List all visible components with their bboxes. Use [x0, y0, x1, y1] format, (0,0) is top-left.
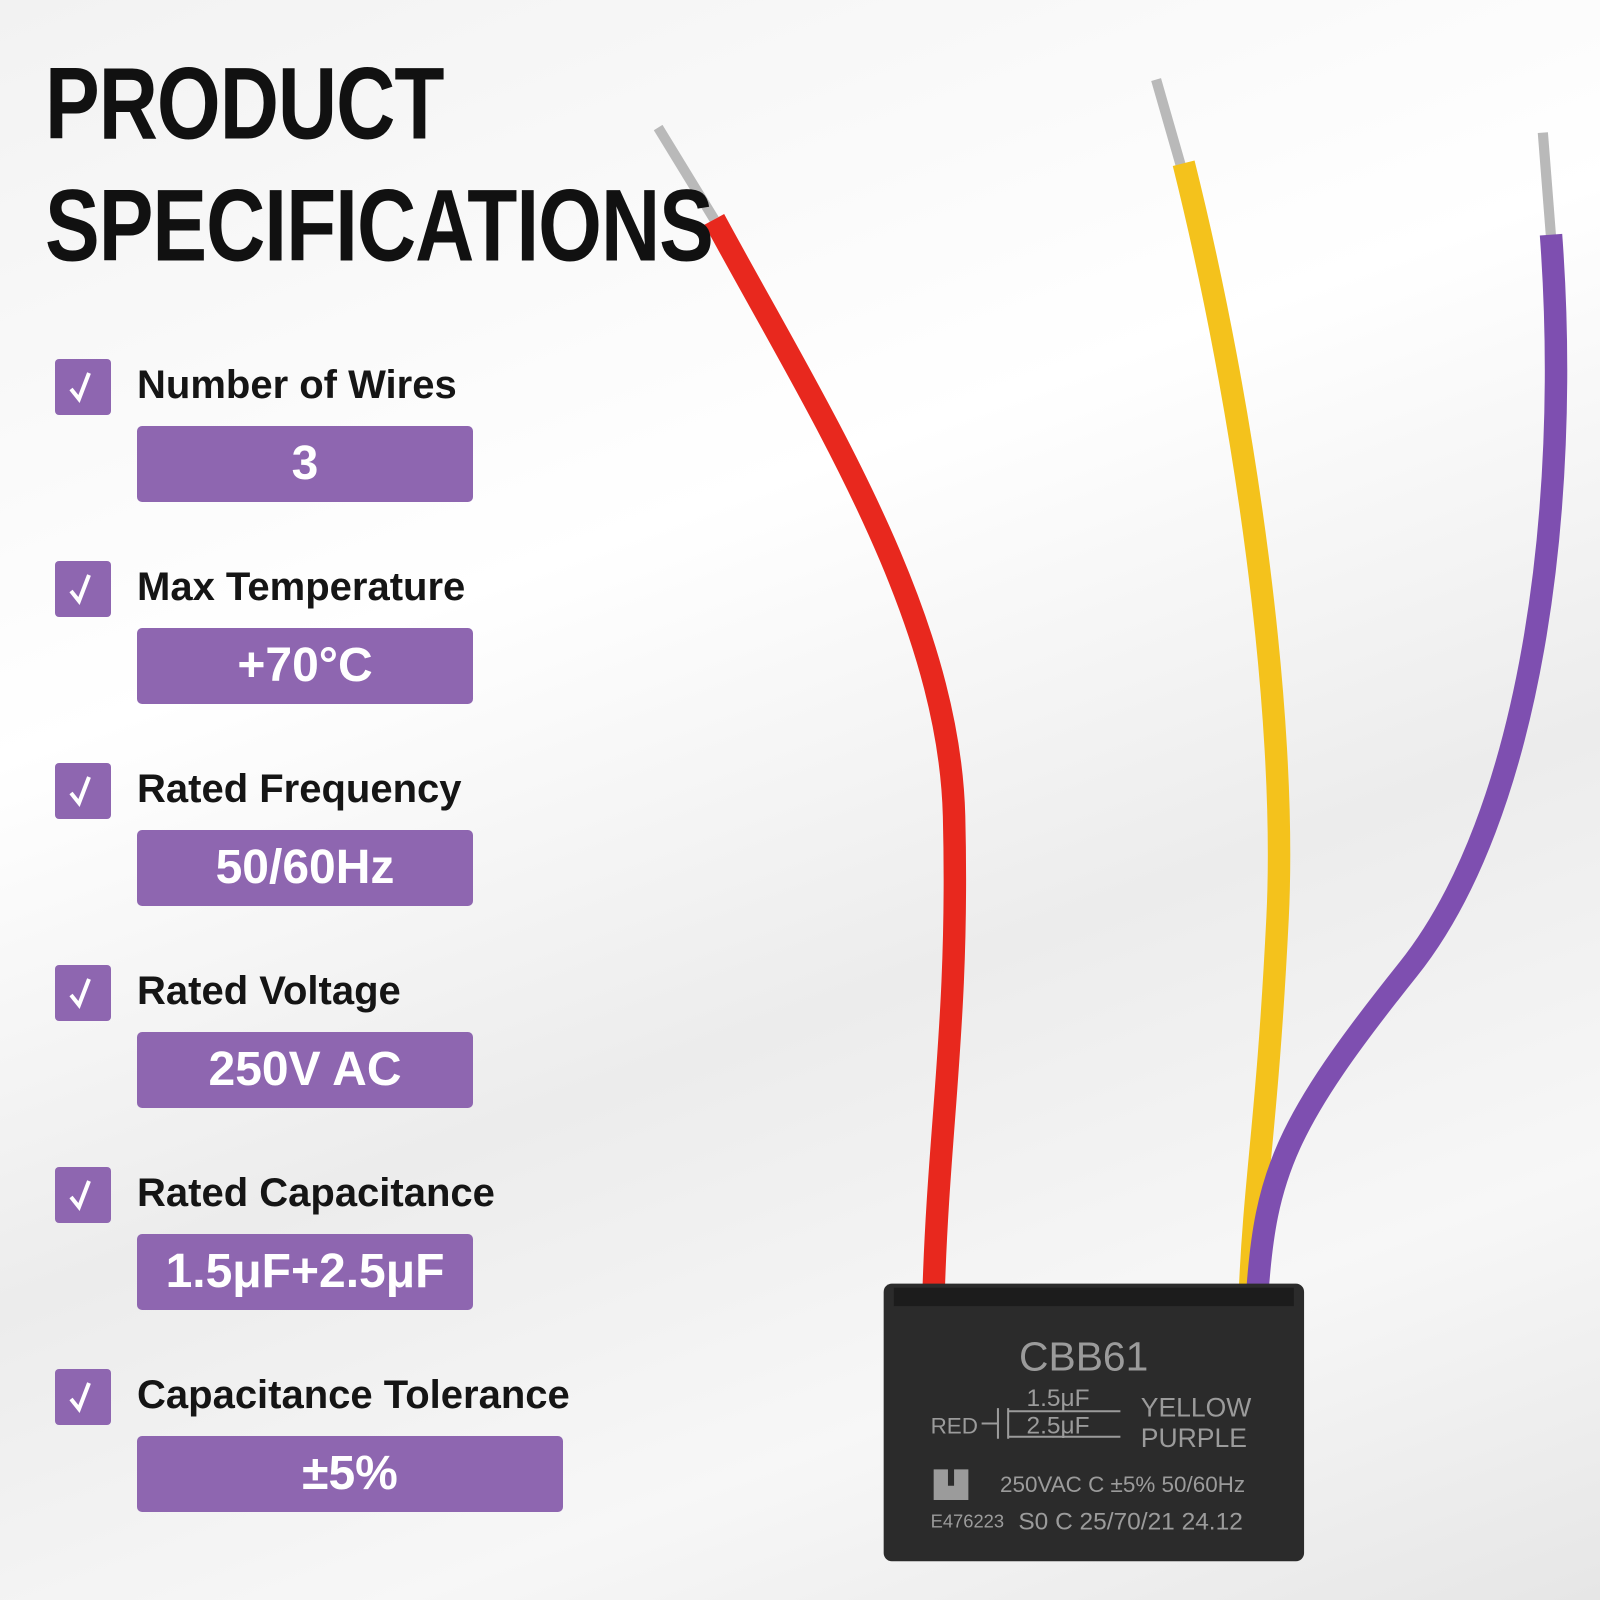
spec-label: Rated Voltage — [137, 969, 401, 1013]
model: CBB61 — [1019, 1333, 1148, 1379]
spec-item: Max Temperature +70°C — [55, 561, 615, 721]
rating: 250VAC C ±5% 50/60Hz — [1000, 1472, 1245, 1497]
spec-value: ±5% — [137, 1436, 563, 1512]
cert: E476223 — [931, 1511, 1005, 1532]
capacitor-symbol — [981, 1408, 1121, 1439]
check-icon — [69, 372, 91, 403]
yellow-label: YELLOW — [1141, 1392, 1252, 1422]
wire-tip — [653, 124, 719, 223]
spec-item: Rated Capacitance 1.5μF+2.5μF — [55, 1167, 615, 1327]
code: S0 C 25/70/21 24.12 — [1018, 1509, 1242, 1536]
title-line: PRODUCT — [45, 47, 444, 161]
check-box — [55, 1167, 111, 1223]
check-box — [55, 763, 111, 819]
spec-value: 3 — [137, 426, 473, 502]
spec-label: Number of Wires — [137, 363, 457, 407]
spec-label: Max Temperature — [137, 565, 466, 609]
check-icon — [69, 776, 91, 807]
yellow-wire — [1172, 160, 1291, 1292]
spec-value: 50/60Hz — [137, 830, 473, 906]
capacitor-rim — [893, 1287, 1294, 1307]
check-box — [55, 561, 111, 617]
ul-logo — [933, 1469, 969, 1500]
spec-label: Capacitance Tolerance — [137, 1373, 570, 1417]
spec-item: Number of Wires 3 — [55, 359, 615, 519]
spec-item: Rated Voltage 250V AC — [55, 965, 615, 1125]
spec-value: 250V AC — [137, 1032, 473, 1108]
spec-value: +70°C — [137, 628, 473, 704]
check-box — [55, 359, 111, 415]
check-icon — [69, 1180, 91, 1211]
purple-label: PURPLE — [1141, 1423, 1247, 1453]
purple-wire — [1245, 233, 1568, 1297]
spec-value: 1.5μF+2.5μF — [137, 1234, 473, 1310]
capacitor-body — [883, 1283, 1305, 1562]
capacitor: CBB61 RED 1.5μF 2.5μF YELLOW PURPLE 250V… — [883, 1283, 1305, 1562]
check-icon — [69, 1382, 91, 1413]
spec-item: Rated Frequency 50/60Hz — [55, 763, 615, 923]
title-line: SPECIFICATIONS — [45, 169, 714, 283]
spec-label: Rated Capacitance — [137, 1171, 495, 1215]
cap2: 2.5μF — [1027, 1413, 1090, 1440]
check-icon — [69, 978, 91, 1009]
cap1: 1.5μF — [1027, 1385, 1090, 1412]
red-label: RED — [931, 1414, 978, 1439]
spec-label: Rated Frequency — [137, 767, 462, 811]
check-box — [55, 965, 111, 1021]
wire-tip — [1151, 78, 1187, 170]
check-icon — [69, 574, 91, 605]
check-box — [55, 1369, 111, 1425]
red-wire — [704, 214, 967, 1292]
spec-item: Capacitance Tolerance ±5% — [55, 1369, 615, 1529]
wire-tip — [1537, 132, 1557, 238]
